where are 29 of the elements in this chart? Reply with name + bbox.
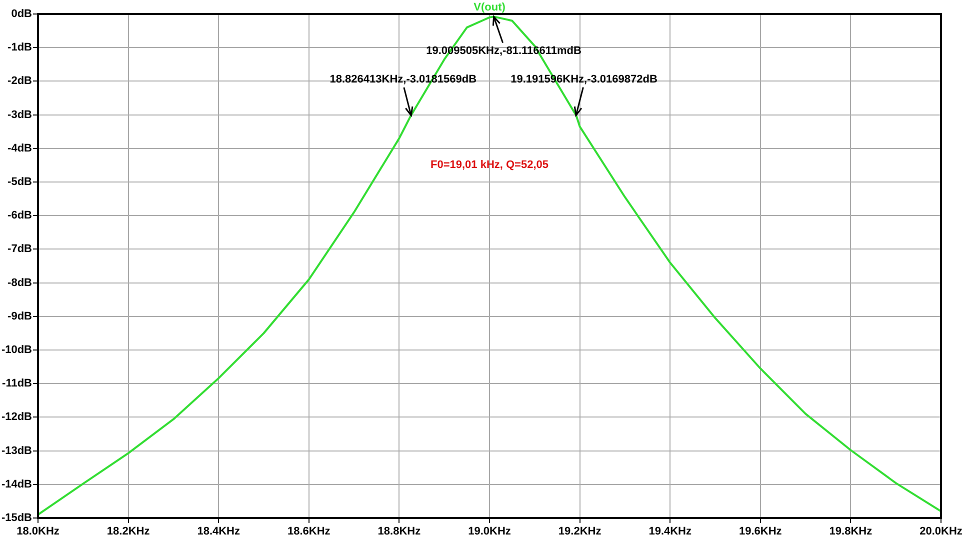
x-tick-label: 18.0KHz bbox=[16, 526, 60, 538]
series-label: V(out) bbox=[474, 2, 506, 14]
x-tick-label: 19.6KHz bbox=[739, 526, 782, 538]
x-tick-label: 20.0KHz bbox=[920, 526, 963, 538]
y-tick-label: -3dB bbox=[8, 108, 32, 121]
y-tick-label: -11dB bbox=[2, 378, 32, 390]
x-tick-label: 18.8KHz bbox=[378, 526, 422, 538]
y-tick-label: -13dB bbox=[1, 444, 32, 457]
y-tick-label: -6dB bbox=[8, 210, 32, 222]
y-tick-label: -5dB bbox=[8, 176, 32, 188]
x-tick-label: 19.2KHz bbox=[558, 526, 602, 538]
x-tick-label: 19.8KHz bbox=[829, 526, 873, 538]
y-tick-label: -8dB bbox=[8, 276, 32, 289]
x-tick-label: 18.6KHz bbox=[288, 526, 331, 538]
y-tick-label: 0dB bbox=[11, 8, 32, 20]
y-tick-label: -1dB bbox=[8, 42, 32, 54]
y-tick-label: -7dB bbox=[8, 243, 32, 256]
y-tick-label: -10dB bbox=[1, 344, 32, 356]
y-tick-label: -4dB bbox=[8, 142, 32, 154]
y-tick-label: -15dB bbox=[1, 512, 32, 524]
y-tick-label: -14dB bbox=[1, 478, 32, 490]
x-tick-label: 19.4KHz bbox=[648, 526, 692, 538]
y-tick-label: -2dB bbox=[8, 75, 32, 88]
y-tick-label: -9dB bbox=[8, 310, 32, 322]
annotation: F0=19,01 kHz, Q=52,05 bbox=[430, 159, 549, 172]
x-tick-label: 18.4KHz bbox=[197, 526, 240, 538]
y-tick-label: -12dB bbox=[1, 411, 32, 424]
x-tick-label: 19.0KHz bbox=[468, 526, 512, 538]
x-tick-label: 18.2KHz bbox=[106, 526, 150, 538]
